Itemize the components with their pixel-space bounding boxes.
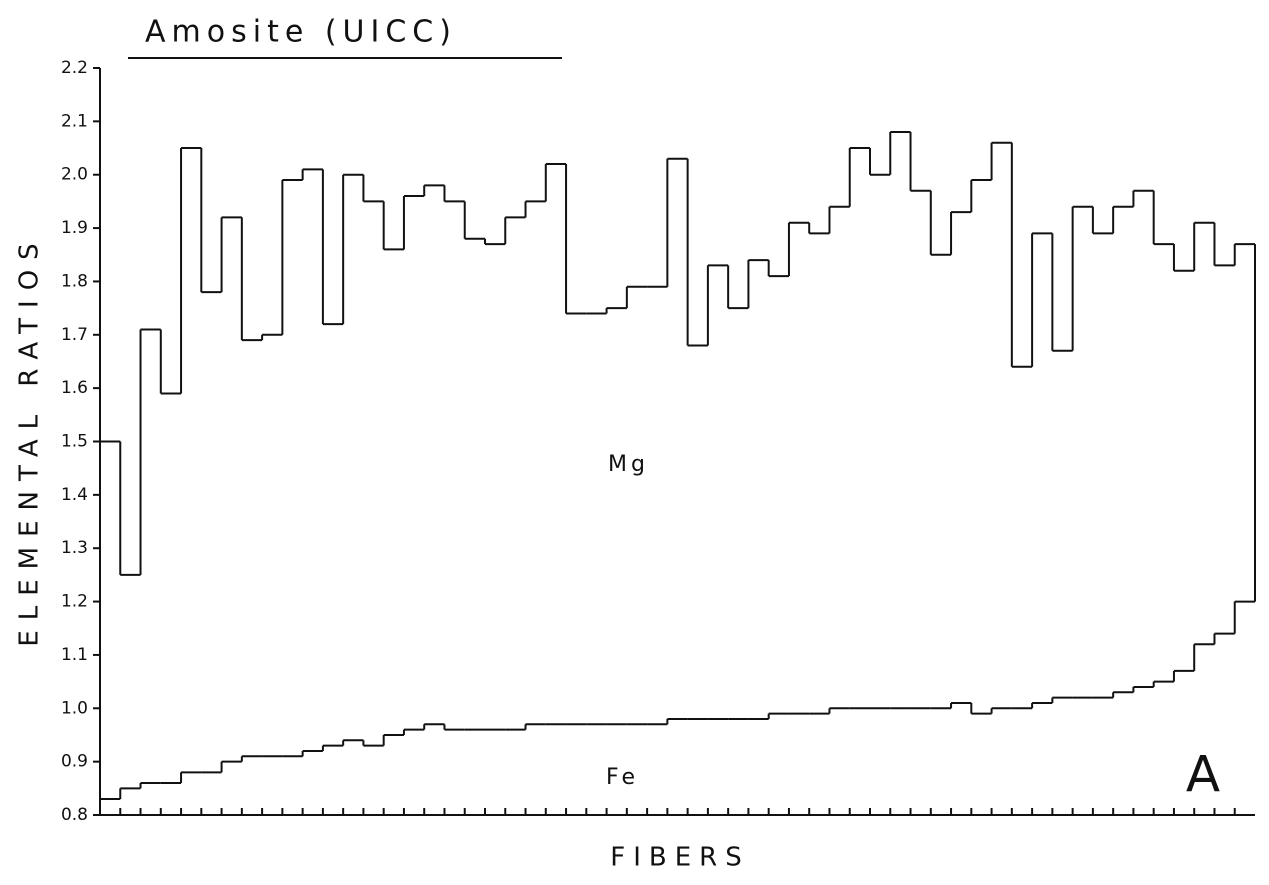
- x-axis-label: FIBERS: [610, 843, 749, 873]
- mg-label: Mg: [608, 452, 649, 477]
- y-tick-label: 1.2: [61, 592, 88, 612]
- y-tick-label: 2.2: [61, 58, 88, 78]
- y-tick-label: 2.1: [61, 111, 88, 131]
- y-axis-label: ELEMENTAL RATIOS: [15, 233, 45, 646]
- y-tick-label: 1.8: [61, 271, 88, 291]
- fe-label: Fe: [606, 765, 639, 790]
- y-tick-label: 1.6: [61, 378, 88, 398]
- y-tick-label: 1.9: [61, 218, 88, 238]
- y-tick-label: 1.7: [61, 325, 88, 345]
- y-tick-label: 1.3: [61, 538, 88, 558]
- y-tick-label: 1.4: [61, 485, 88, 505]
- panel-letter: A: [1186, 746, 1220, 804]
- y-tick-label: 1.0: [61, 698, 88, 718]
- y-tick-label: 2.0: [61, 165, 88, 185]
- y-tick-label: 0.8: [61, 805, 88, 825]
- y-tick-label: 0.9: [61, 752, 88, 772]
- y-tick-label: 1.5: [61, 432, 88, 452]
- chart-title: Amosite (UICC): [145, 15, 457, 50]
- y-tick-label: 1.1: [61, 645, 88, 665]
